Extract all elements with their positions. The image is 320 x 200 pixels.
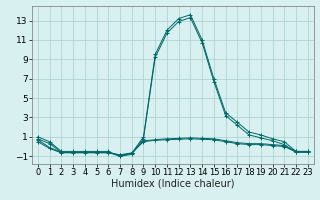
X-axis label: Humidex (Indice chaleur): Humidex (Indice chaleur) [111,179,235,189]
